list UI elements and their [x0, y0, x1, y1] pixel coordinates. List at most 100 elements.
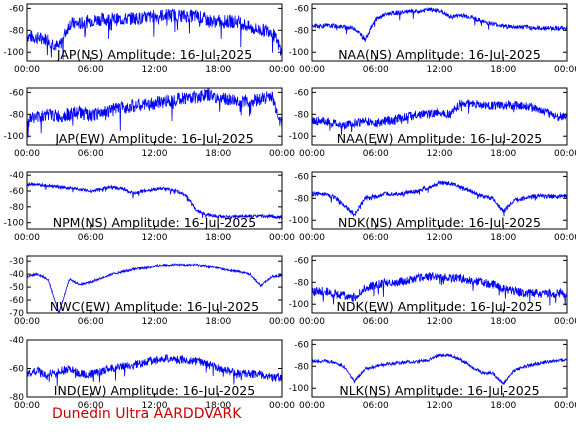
x-tick-label: 00:00 — [299, 233, 325, 243]
x-tick-label: 00:00 — [299, 149, 325, 159]
y-tick-label: -60 — [9, 365, 24, 375]
station-footer: Dunedin Ultra AARDDVARK — [52, 406, 242, 422]
y-tick-label: -60 — [294, 172, 309, 182]
x-tick-label: 18:00 — [205, 401, 231, 411]
x-tick-label: 12:00 — [142, 149, 168, 159]
panel-title: NDK(EW) Amplitude: 16-Jul-2025 — [337, 299, 543, 314]
series-line-8 — [26, 354, 282, 387]
x-tick-label: 12:00 — [142, 317, 168, 327]
x-tick-label: 00:00 — [14, 149, 40, 159]
y-tick-label: -100 — [289, 216, 310, 226]
y-tick-label: -80 — [9, 26, 24, 36]
y-tick-label: -80 — [294, 110, 309, 120]
y-tick-label: -100 — [289, 48, 310, 58]
x-tick-label: 12:00 — [427, 149, 453, 159]
y-tick-label: -40 — [9, 336, 24, 346]
y-tick-label: -100 — [4, 219, 25, 229]
series-line-0 — [26, 8, 283, 60]
panel-title: NLK(NS) Amplitude: 16-Jul-2025 — [339, 383, 539, 398]
y-tick-label: -60 — [9, 187, 24, 197]
panel-2: -100 -80 -60 00:00 06:00 12:00 18:00 00:00 JAP(E… — [4, 87, 295, 159]
x-tick-label: 12:00 — [427, 317, 453, 327]
panel-1: -100 -80 -60 00:00 06:00 12:00 18:00 00:00 NAA(N… — [289, 3, 576, 75]
x-tick-label: 18:00 — [490, 233, 516, 243]
x-tick-label: 18:00 — [490, 65, 516, 75]
series-line-4 — [26, 181, 283, 221]
panel-title: JAP(EW) Amplitude: 16-Jul-2025 — [54, 131, 253, 146]
y-tick-label: -80 — [294, 362, 309, 372]
panel-6: -70 -60 -50 -40 -30 00:00 06:00 12:00 18:00 00:00… — [9, 255, 295, 327]
x-tick-label: 06:00 — [78, 233, 104, 243]
panel-title: IND(EW) Amplitude: 16-Jul-2025 — [54, 383, 255, 398]
x-tick-label: 00:00 — [269, 149, 295, 159]
y-tick-label: -80 — [294, 194, 309, 204]
x-tick-label: 06:00 — [78, 149, 104, 159]
x-tick-label: 06:00 — [78, 401, 104, 411]
y-tick-label: -60 — [9, 88, 24, 98]
x-tick-label: 18:00 — [205, 317, 231, 327]
panel-9: -100 -80 -60 00:00 06:00 12:00 18:00 00:00 NLK(N… — [289, 339, 576, 411]
panel-title: JAP(NS) Amplitude: 16-Jul-2025 — [56, 47, 252, 62]
panel-5: -100 -80 -60 00:00 06:00 12:00 18:00 00:00 NDK(N… — [289, 171, 576, 243]
panel-7: -100 -80 -60 00:00 06:00 12:00 18:00 00:00 NDK(E… — [289, 255, 576, 327]
series-line-5 — [311, 179, 568, 218]
y-tick-label: -80 — [9, 393, 24, 403]
y-tick-label: -80 — [9, 110, 24, 120]
x-tick-label: 00:00 — [269, 317, 295, 327]
series-line-3 — [311, 99, 568, 136]
x-tick-label: 00:00 — [554, 317, 576, 327]
panel-title: NAA(EW) Amplitude: 16-Jul-2025 — [337, 131, 543, 146]
series-line-6 — [26, 263, 283, 314]
x-tick-label: 12:00 — [142, 65, 168, 75]
series-line-2 — [26, 88, 283, 138]
x-tick-label: 18:00 — [490, 317, 516, 327]
x-tick-label: 12:00 — [427, 65, 453, 75]
y-tick-label: -60 — [9, 4, 24, 14]
panel-title: NDK(NS) Amplitude: 16-Jul-2025 — [338, 215, 541, 230]
y-tick-label: -100 — [4, 48, 25, 58]
y-tick-label: -60 — [294, 256, 309, 266]
x-tick-label: 12:00 — [427, 401, 453, 411]
y-tick-label: -50 — [9, 283, 24, 293]
panel-title: NWC(EW) Amplitude: 16-Jul-2025 — [50, 299, 259, 314]
x-tick-label: 00:00 — [554, 401, 576, 411]
series-line-7 — [311, 271, 568, 306]
y-tick-label: -60 — [294, 340, 309, 350]
x-tick-label: 00:00 — [554, 65, 576, 75]
y-tick-label: -70 — [9, 309, 24, 319]
x-tick-label: 18:00 — [205, 149, 231, 159]
y-tick-label: -100 — [289, 384, 310, 394]
x-tick-label: 00:00 — [14, 401, 40, 411]
x-tick-label: 06:00 — [363, 149, 389, 159]
series-line-1 — [311, 7, 568, 42]
x-tick-label: 12:00 — [142, 233, 168, 243]
y-tick-label: -40 — [9, 171, 24, 181]
y-tick-label: -40 — [9, 270, 24, 280]
x-tick-label: 18:00 — [490, 401, 516, 411]
x-tick-label: 18:00 — [205, 65, 231, 75]
y-tick-label: -100 — [4, 132, 25, 142]
panel-0: -100 -80 -60 00:00 06:00 12:00 18:00 00:00 JAP(N… — [4, 3, 295, 75]
x-tick-label: 00:00 — [299, 65, 325, 75]
y-tick-label: -60 — [9, 296, 24, 306]
x-tick-label: 00:00 — [299, 317, 325, 327]
x-tick-label: 00:00 — [14, 65, 40, 75]
x-tick-label: 06:00 — [363, 65, 389, 75]
x-tick-label: 00:00 — [554, 233, 576, 243]
x-tick-label: 06:00 — [363, 233, 389, 243]
x-tick-label: 12:00 — [427, 233, 453, 243]
panel-8: -80 -60 -40 00:00 06:00 12:00 18:00 00:00 IND(EW… — [9, 336, 295, 411]
x-tick-label: 18:00 — [205, 233, 231, 243]
panel-title: NAA(NS) Amplitude: 16-Jul-2025 — [338, 47, 541, 62]
x-tick-label: 18:00 — [490, 149, 516, 159]
x-tick-label: 12:00 — [142, 401, 168, 411]
x-tick-label: 06:00 — [78, 65, 104, 75]
x-tick-label: 00:00 — [269, 65, 295, 75]
x-tick-label: 00:00 — [554, 149, 576, 159]
x-tick-label: 00:00 — [14, 233, 40, 243]
panel-3: -100 -80 -60 00:00 06:00 12:00 18:00 00:00 NAA(E… — [289, 87, 576, 159]
y-tick-label: -80 — [294, 26, 309, 36]
y-tick-label: -30 — [9, 257, 24, 267]
x-tick-label: 00:00 — [299, 401, 325, 411]
